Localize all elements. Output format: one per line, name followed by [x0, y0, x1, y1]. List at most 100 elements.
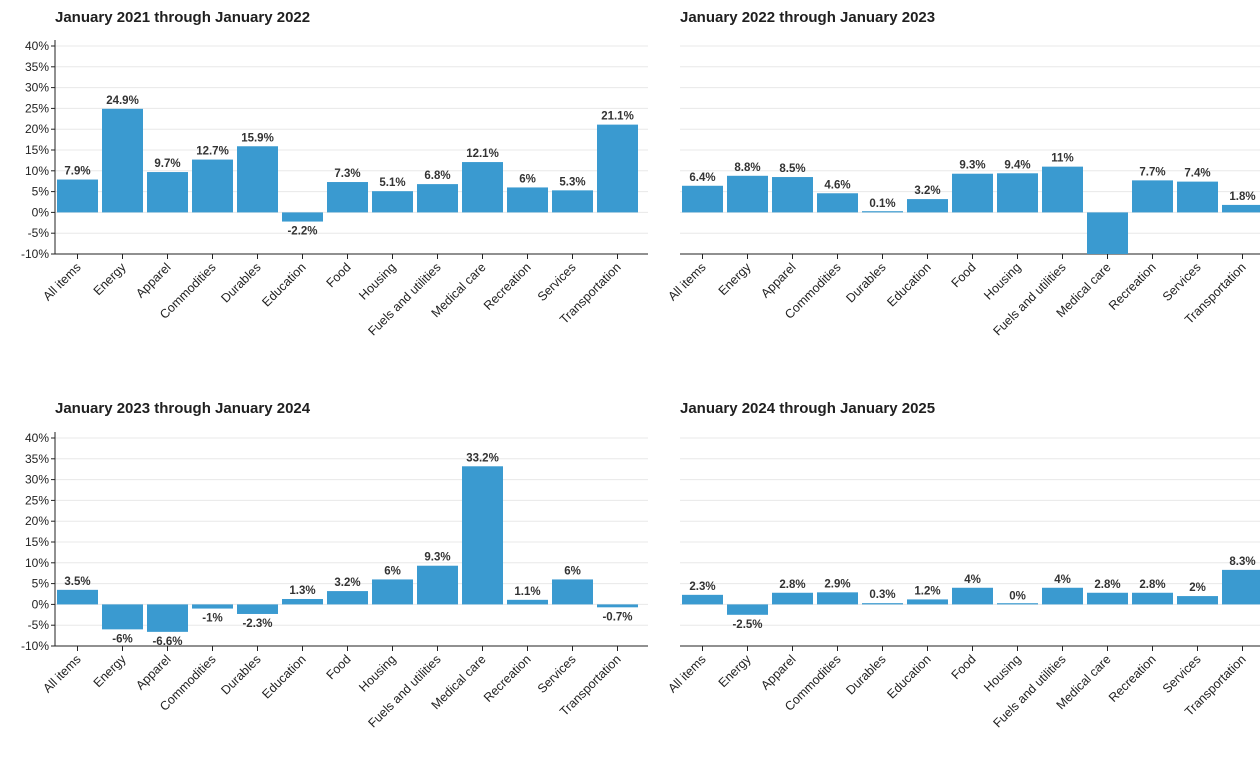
y-tick-label: 20% [25, 122, 49, 136]
bar-commodities [192, 604, 233, 609]
bar-transportation [1222, 204, 1260, 213]
bar-transportation [597, 604, 638, 608]
category-label: All items [665, 260, 708, 303]
bar-medical-care [1087, 212, 1128, 254]
category-label: All items [40, 260, 83, 303]
bar-transportation [1222, 569, 1260, 605]
category-label: Durables [218, 652, 263, 697]
data-label: 6.4% [689, 172, 715, 184]
bar-all-items [57, 589, 98, 605]
data-label: 6.8% [424, 170, 450, 182]
category-label: Apparel [133, 652, 173, 692]
data-label: 21.1% [601, 111, 634, 123]
data-label: 4% [964, 574, 981, 586]
bar-housing [372, 191, 413, 213]
category-label: Energy [91, 652, 129, 690]
bar-medical-care [1087, 592, 1128, 605]
bar-recreation [1132, 180, 1173, 213]
bar-apparel [772, 177, 813, 213]
bar-food [952, 173, 993, 213]
data-label: 2.9% [824, 578, 850, 590]
data-label: 7.3% [334, 168, 360, 180]
category-label: Apparel [758, 260, 798, 300]
data-label: 24.9% [106, 95, 139, 107]
bar-transportation [597, 124, 638, 213]
category-label: Food [324, 652, 354, 682]
chart-panel-2: January 2022 through January 2023 6.4% All… [665, 9, 1260, 338]
panel-title: January 2021 through January 2022 [55, 9, 310, 26]
data-label: 8.3% [1229, 556, 1255, 568]
category-label: Apparel [133, 260, 173, 300]
category-label: Education [259, 260, 308, 309]
bar-all-items [57, 179, 98, 213]
bar-durables [237, 146, 278, 213]
data-label: 5.3% [559, 176, 585, 188]
data-label: 4% [1054, 574, 1071, 586]
bar-recreation [507, 187, 548, 213]
bar-services [552, 190, 593, 213]
data-label: 5.1% [379, 177, 405, 189]
category-label: Housing [981, 260, 1023, 302]
data-label: 2% [1189, 582, 1206, 594]
data-label: 3.2% [334, 577, 360, 589]
category-label: Recreation [481, 260, 534, 313]
bar-energy [102, 108, 143, 213]
y-tick-label: 5% [32, 577, 50, 591]
panel-title: January 2022 through January 2023 [680, 9, 935, 26]
category-label: Apparel [758, 652, 798, 692]
bar-all-items [682, 594, 723, 605]
data-label: -6% [112, 633, 132, 645]
y-tick-label: 5% [32, 185, 50, 199]
data-label: 8.5% [779, 163, 805, 175]
bar-fuels-and-utilities [1042, 587, 1083, 605]
panel-title: January 2024 through January 2025 [680, 400, 935, 417]
category-label: Durables [843, 652, 888, 697]
bar-services [552, 579, 593, 605]
category-label: Housing [356, 260, 398, 302]
bar-medical-care [462, 466, 503, 605]
bar-services [1177, 181, 1218, 213]
y-tick-label: 40% [25, 431, 49, 445]
y-tick-label: 35% [25, 60, 49, 74]
panel-title: January 2023 through January 2024 [55, 400, 311, 417]
data-label: 9.3% [424, 552, 450, 564]
data-label: 3.2% [914, 185, 940, 197]
data-label: 33.2% [466, 452, 499, 464]
data-label: 2.3% [689, 581, 715, 593]
data-label: 7.4% [1184, 168, 1210, 180]
category-label: Recreation [1106, 652, 1159, 705]
bar-food [327, 182, 368, 213]
data-label: 4.6% [824, 179, 850, 191]
data-label: 9.7% [154, 158, 180, 170]
data-label: 15.9% [241, 132, 274, 144]
data-label: -2.5% [732, 619, 762, 631]
bar-education [282, 212, 323, 222]
category-label: Services [1160, 260, 1204, 304]
bar-commodities [817, 592, 858, 605]
data-label: 2.8% [1094, 579, 1120, 591]
data-label: 6% [519, 173, 536, 185]
category-label: Durables [843, 260, 888, 305]
bar-housing [997, 173, 1038, 213]
data-label: 7.7% [1139, 166, 1165, 178]
bar-apparel [772, 592, 813, 605]
chart-panel-4: January 2024 through January 2025 2.3% All… [665, 400, 1260, 730]
data-label: 0% [1009, 590, 1026, 602]
bar-education [282, 598, 323, 605]
data-label: 6% [564, 565, 581, 577]
bar-durables [862, 211, 903, 213]
category-label: Services [1160, 652, 1204, 696]
bar-food [952, 587, 993, 605]
bar-recreation [507, 599, 548, 605]
category-label: Food [949, 260, 979, 290]
data-label: 12.1% [466, 148, 499, 160]
data-label: -0.7% [602, 611, 632, 623]
y-tick-label: 0% [32, 597, 50, 611]
category-label: Education [259, 652, 308, 701]
data-label: 9.3% [959, 160, 985, 172]
y-tick-label: 15% [25, 535, 49, 549]
bar-all-items [682, 185, 723, 213]
data-label: 1.8% [1229, 191, 1255, 203]
